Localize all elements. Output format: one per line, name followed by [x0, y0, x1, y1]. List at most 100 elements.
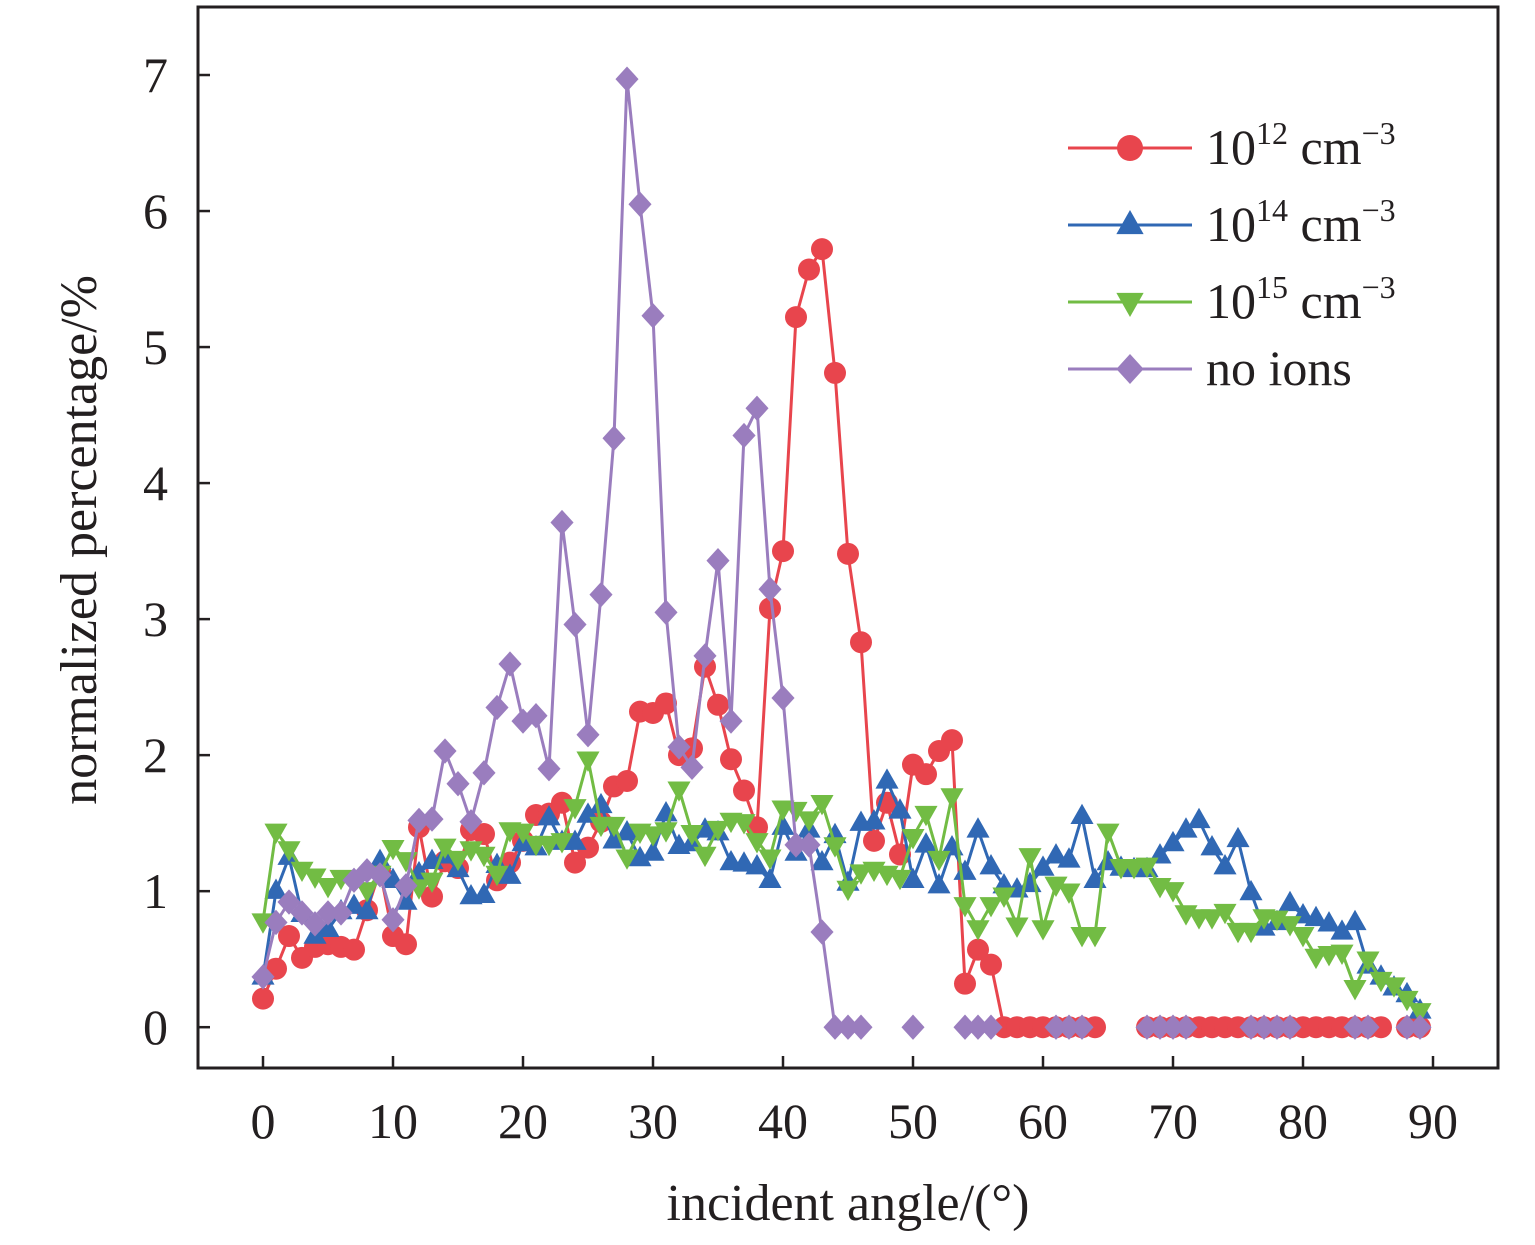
data-point	[368, 862, 392, 888]
y-tick-label: 1	[143, 863, 168, 919]
data-point	[1265, 910, 1289, 932]
legend: 1012 cm−3 1014 cm−3 1015 cm−3 no ions	[1068, 115, 1396, 396]
data-point	[1330, 919, 1354, 940]
data-point	[837, 542, 859, 565]
data-point	[953, 897, 977, 918]
data-point	[1356, 1014, 1380, 1040]
data-point	[577, 836, 599, 859]
data-point	[823, 1014, 847, 1040]
data-point	[641, 303, 665, 329]
data-point	[1343, 1014, 1367, 1040]
data-point	[849, 1014, 873, 1040]
data-point	[1135, 1014, 1159, 1040]
data-point	[654, 599, 678, 625]
data-point	[381, 839, 405, 861]
data-point	[421, 885, 443, 908]
data-point	[680, 824, 704, 846]
data-point	[576, 722, 600, 748]
data-point	[420, 806, 444, 832]
data-point	[1291, 926, 1315, 948]
data-point	[888, 798, 912, 819]
data-point	[251, 964, 275, 990]
data-point	[1161, 882, 1185, 903]
data-point	[1369, 971, 1393, 993]
data-point	[316, 900, 340, 926]
data-point	[472, 846, 496, 868]
data-point	[732, 851, 756, 872]
data-point	[941, 729, 963, 752]
data-point	[511, 823, 535, 844]
data-point	[667, 734, 691, 760]
data-point	[1200, 909, 1224, 930]
data-point	[1083, 926, 1107, 948]
data-point	[966, 817, 990, 838]
data-point	[264, 823, 288, 844]
data-point	[1278, 916, 1302, 937]
y-tick-label: 3	[143, 591, 168, 647]
legend-marker	[1116, 210, 1144, 235]
data-point	[953, 859, 977, 880]
y-tick-label: 7	[143, 47, 168, 103]
data-point	[979, 854, 1003, 875]
data-point	[810, 849, 834, 871]
data-point	[1057, 847, 1081, 868]
data-point	[576, 751, 600, 772]
data-point	[745, 833, 769, 854]
data-point	[641, 840, 665, 861]
data-point	[1148, 1014, 1172, 1040]
data-point	[1070, 803, 1094, 825]
x-tick-label: 0	[251, 1093, 276, 1149]
data-point	[888, 869, 912, 891]
data-point	[1057, 1014, 1081, 1040]
data-point	[615, 849, 639, 870]
data-point	[914, 805, 938, 827]
data-point	[303, 868, 327, 889]
data-point	[1044, 843, 1068, 864]
data-point	[1135, 857, 1159, 878]
data-point	[1239, 1014, 1263, 1040]
data-point	[550, 509, 574, 536]
data-point	[551, 791, 573, 814]
data-point	[1395, 990, 1419, 1012]
legend-marker	[1116, 292, 1144, 317]
data-point	[395, 933, 417, 956]
data-point	[329, 900, 353, 926]
data-point	[252, 987, 274, 1010]
data-point	[1226, 826, 1250, 848]
data-point	[1018, 848, 1042, 869]
data-point	[563, 799, 587, 820]
data-point	[459, 809, 483, 835]
data-point	[1304, 948, 1328, 970]
data-point	[1343, 909, 1367, 931]
data-point	[1187, 807, 1211, 829]
data-point	[810, 795, 834, 816]
x-tick-label: 80	[1278, 1093, 1328, 1149]
data-point	[836, 880, 860, 902]
data-point	[707, 693, 729, 716]
data-point	[797, 811, 821, 832]
data-point	[811, 238, 833, 261]
data-point	[473, 823, 495, 846]
data-point	[277, 841, 301, 862]
data-point	[1044, 876, 1068, 898]
data-point	[615, 820, 639, 841]
data-point	[472, 882, 496, 903]
data-point	[1213, 903, 1237, 925]
data-point	[771, 685, 795, 711]
data-point	[563, 611, 587, 638]
y-tick-label: 5	[143, 319, 168, 375]
x-tick-label: 20	[498, 1093, 548, 1149]
y-axis-label: normalized percentage/%	[51, 275, 108, 805]
data-point	[381, 907, 405, 933]
data-point	[733, 779, 755, 802]
data-point	[589, 581, 613, 608]
series-layer	[251, 66, 1432, 1040]
data-point	[810, 919, 834, 945]
data-point	[706, 547, 730, 574]
x-tick-label: 90	[1408, 1093, 1458, 1149]
data-point	[589, 792, 613, 814]
data-point	[498, 863, 522, 884]
data-point	[316, 916, 340, 937]
legend-item: 1012 cm−3	[1068, 115, 1396, 175]
data-point	[278, 925, 300, 948]
